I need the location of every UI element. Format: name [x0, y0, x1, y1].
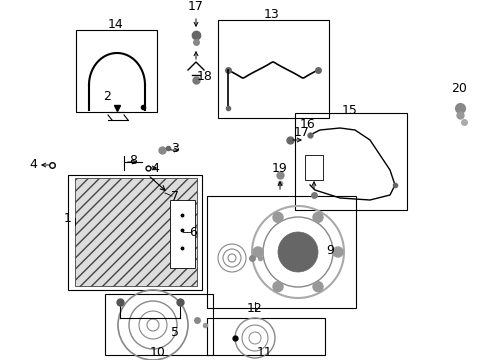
Text: 13: 13	[264, 9, 279, 22]
Circle shape	[272, 282, 283, 292]
Text: 3: 3	[171, 141, 179, 154]
Text: 17: 17	[293, 126, 309, 139]
Text: 19: 19	[271, 162, 287, 175]
Circle shape	[312, 282, 323, 292]
Circle shape	[332, 247, 342, 257]
Bar	[105, 294, 213, 355]
Bar	[206, 196, 355, 308]
Text: 4: 4	[151, 162, 159, 175]
Text: 9: 9	[325, 243, 333, 256]
Bar	[76, 30, 157, 112]
Text: 16: 16	[300, 118, 315, 131]
Text: 8: 8	[129, 153, 137, 166]
Bar	[305, 155, 323, 180]
Text: 15: 15	[342, 104, 357, 117]
Text: 10: 10	[150, 346, 165, 359]
Text: 11: 11	[257, 346, 272, 359]
Circle shape	[252, 247, 263, 257]
Text: 2: 2	[103, 90, 111, 103]
Circle shape	[272, 212, 283, 222]
Bar	[170, 200, 195, 268]
Text: 6: 6	[189, 225, 197, 238]
Text: 4: 4	[29, 158, 37, 171]
Text: 1: 1	[64, 211, 72, 225]
Text: 20: 20	[450, 81, 466, 94]
Text: 12: 12	[246, 302, 263, 315]
Bar	[75, 178, 197, 286]
Bar	[294, 113, 406, 210]
Bar	[206, 318, 325, 355]
Bar	[218, 20, 328, 118]
Bar	[68, 175, 202, 290]
Circle shape	[278, 232, 317, 272]
Circle shape	[312, 212, 323, 222]
Text: 17: 17	[188, 0, 203, 13]
Text: 18: 18	[197, 71, 212, 84]
Text: 5: 5	[171, 325, 179, 338]
Text: 7: 7	[171, 189, 179, 202]
Text: 14: 14	[108, 18, 123, 31]
